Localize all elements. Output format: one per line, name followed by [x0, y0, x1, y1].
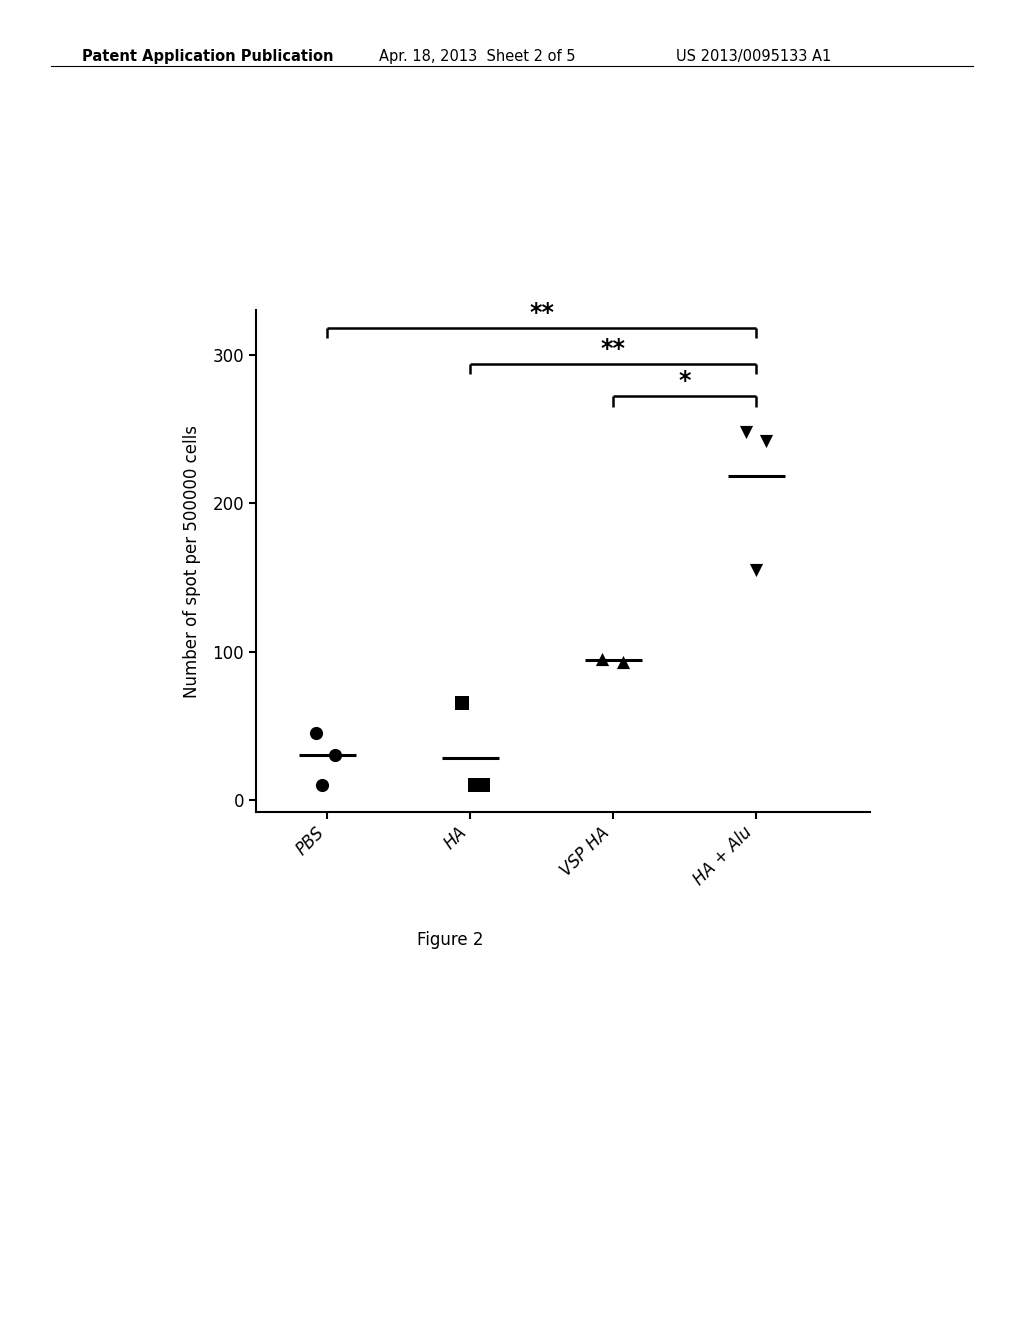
Text: Figure 2: Figure 2	[418, 931, 483, 949]
Point	[594, 648, 610, 669]
Point	[758, 430, 774, 451]
Text: Patent Application Publication: Patent Application Publication	[82, 49, 334, 63]
Point	[308, 722, 325, 743]
Text: **: **	[529, 301, 554, 325]
Point	[313, 775, 330, 796]
Y-axis label: Number of spot per 500000 cells: Number of spot per 500000 cells	[183, 425, 202, 697]
Point	[466, 775, 482, 796]
Text: *: *	[679, 370, 691, 393]
Point	[327, 744, 343, 766]
Point	[475, 775, 492, 796]
Text: Apr. 18, 2013  Sheet 2 of 5: Apr. 18, 2013 Sheet 2 of 5	[379, 49, 575, 63]
Point	[454, 693, 470, 714]
Text: **: **	[601, 337, 626, 360]
Point	[738, 421, 755, 442]
Point	[748, 560, 764, 581]
Text: US 2013/0095133 A1: US 2013/0095133 A1	[676, 49, 831, 63]
Point	[615, 651, 632, 672]
